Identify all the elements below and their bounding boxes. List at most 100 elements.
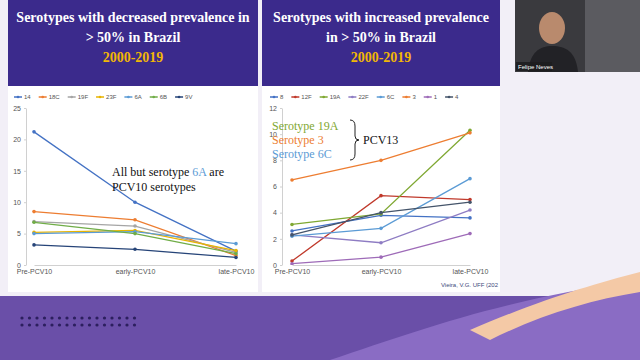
x-tick: Pre-PCV10 [17, 268, 53, 275]
dot [35, 316, 38, 319]
legend-label: 4 [455, 94, 459, 100]
dot [88, 323, 91, 326]
dot [50, 323, 53, 326]
point [290, 178, 294, 182]
point [468, 177, 472, 181]
legend-item: 19F [68, 94, 89, 100]
person-head [539, 12, 565, 44]
series-line [292, 202, 470, 235]
series-line [34, 132, 236, 251]
y-tick-mark [280, 187, 282, 188]
y-tick-mark [24, 265, 26, 266]
y-tick-mark [280, 213, 282, 214]
legend-marker [448, 96, 451, 99]
annotation: Serotype 6C [272, 147, 332, 161]
legend-swatch [270, 96, 278, 98]
legend-label: 19A [330, 94, 341, 100]
legend-label: 9V [185, 94, 192, 100]
dot [73, 316, 76, 319]
x-axis: Pre-PCV10 early-PCV10 late-PCV10 [17, 266, 255, 277]
dot [133, 323, 136, 326]
series-line [34, 232, 236, 244]
legend: 812F19A22F6C314 [270, 94, 459, 100]
point [379, 241, 383, 245]
point [133, 218, 137, 222]
legend-item: 14 [14, 94, 31, 100]
y-tick-label: 20 [13, 136, 21, 143]
webcam-frame [515, 0, 640, 72]
dots [20, 316, 136, 326]
dot [20, 316, 23, 319]
x-tick-label: early-PCV10 [116, 268, 156, 276]
y-tick: 25 [13, 105, 26, 112]
title: Serotypes with decreased prevalence in> … [16, 10, 250, 45]
point [379, 255, 383, 259]
legend-swatch [39, 96, 47, 98]
point [290, 233, 294, 237]
legend-marker [322, 96, 325, 99]
dot [73, 323, 76, 326]
y-tick-label: 6 [273, 183, 277, 190]
annotation: Serotype 19A [272, 119, 339, 133]
y-tick-label: 5 [17, 230, 21, 237]
header [8, 0, 258, 86]
y-tick: 4 [273, 209, 282, 216]
dot [118, 316, 121, 319]
point [468, 208, 472, 212]
legend-item: 3 [402, 94, 416, 100]
chart-panel [8, 86, 258, 292]
legend-marker [70, 96, 73, 99]
dot [58, 323, 61, 326]
dot [58, 316, 61, 319]
legend-swatch [150, 96, 158, 98]
legend-swatch [68, 96, 76, 98]
annotation: All but serotype 6A are [112, 165, 224, 179]
legend-label: 6C [387, 94, 395, 100]
annotation: Serotype 3 [272, 133, 324, 147]
dot [43, 323, 46, 326]
legend-item: 18C [39, 94, 61, 100]
legend-item: 23F [96, 94, 117, 100]
legend-marker [379, 96, 382, 99]
bracket [350, 120, 359, 160]
y-tick: 15 [13, 168, 26, 175]
subtitle: 2000-2019 [103, 50, 164, 65]
dot [28, 323, 31, 326]
series-line [34, 222, 236, 253]
y-tick-mark [24, 234, 26, 235]
legend-marker [99, 96, 102, 99]
legend: 1418C19F23F6A6B9V [14, 94, 192, 100]
dot [88, 316, 91, 319]
y-tick-mark [24, 171, 26, 172]
legend-item: 19A [320, 94, 341, 100]
legend-label: 8 [280, 94, 284, 100]
legend-label: 3 [412, 94, 416, 100]
dot [65, 323, 68, 326]
dot [103, 323, 106, 326]
y-tick-mark [24, 202, 26, 203]
dot [80, 316, 83, 319]
y-tick-label: 2 [273, 236, 277, 243]
x-tick-label: early-PCV10 [362, 268, 402, 276]
legend-label: 1 [434, 94, 438, 100]
dot [80, 323, 83, 326]
dot [95, 323, 98, 326]
dot [110, 323, 113, 326]
series-line [292, 234, 470, 264]
point [234, 249, 238, 253]
series-line [292, 210, 470, 243]
point [234, 242, 238, 246]
legend-label: 23F [106, 94, 117, 100]
legend-label: 18C [49, 94, 61, 100]
y-tick: 5 [17, 230, 26, 237]
legend-marker [273, 96, 276, 99]
x-tick-label: late-PCV10 [219, 268, 255, 275]
legend-item: 22F [348, 94, 369, 100]
legend-marker [426, 96, 429, 99]
y-tick-mark [24, 108, 26, 109]
webcam: Felipe Neves [515, 0, 640, 72]
legend-label: 14 [24, 94, 31, 100]
legend-item: 6B [150, 94, 167, 100]
point [234, 256, 238, 260]
legend-swatch [445, 96, 453, 98]
